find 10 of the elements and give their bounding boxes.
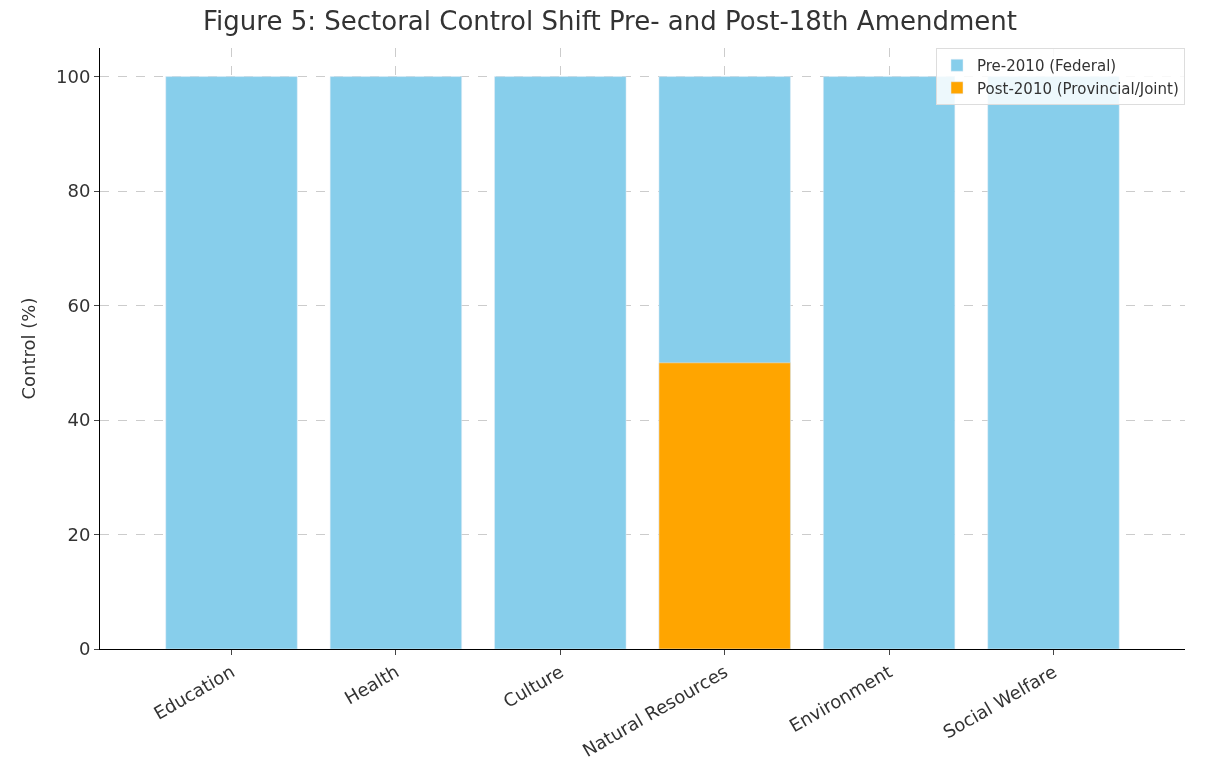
- y-tick-label: 20: [67, 523, 91, 545]
- y-tick-label: 40: [67, 409, 91, 431]
- y-tick-label: 100: [56, 65, 91, 87]
- y-tick-label: 80: [67, 180, 91, 202]
- chart-title: Figure 5: Sectoral Control Shift Pre- and Post-18th Amendment: [203, 5, 1017, 36]
- y-tick-label: 0: [78, 638, 91, 660]
- legend-label: Pre-2010 (Federal): [977, 57, 1117, 76]
- legend-label: Post-2010 (Provincial/Joint): [977, 79, 1179, 98]
- y-tick-label: 60: [67, 294, 91, 316]
- y-axis-title: Control (%): [18, 297, 40, 400]
